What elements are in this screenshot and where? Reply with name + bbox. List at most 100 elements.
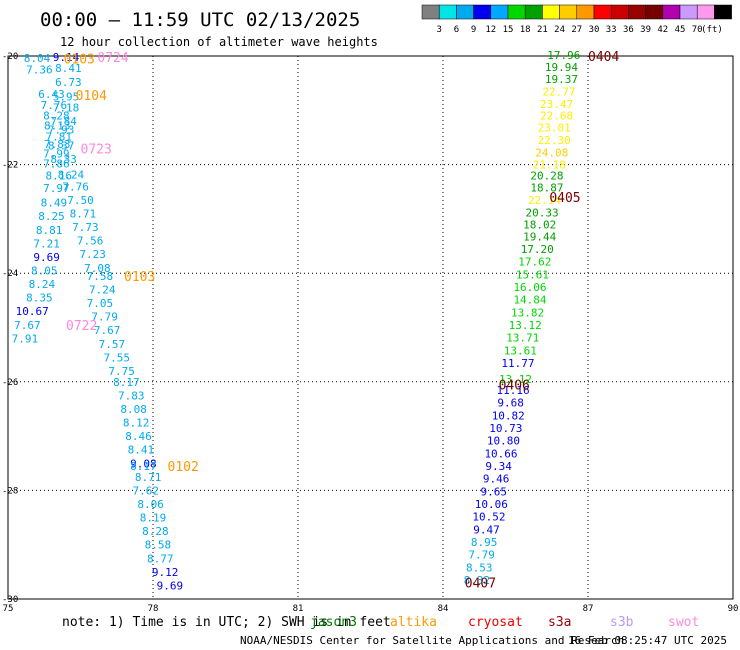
- swh-value-label: 7.36: [26, 64, 53, 77]
- swh-value-label: 13.12: [499, 373, 532, 386]
- swh-value-label: 7.21: [33, 237, 60, 250]
- swh-value-label: 8.28: [142, 525, 169, 538]
- legend-tick-label: 27: [571, 25, 582, 35]
- swh-value-label: 11.16: [497, 384, 530, 397]
- swh-value-label: 9.69: [157, 579, 184, 592]
- swh-value-label: 7.57: [99, 338, 126, 351]
- x-tick-label: 90: [728, 604, 739, 614]
- legend-color-box: [490, 4, 509, 20]
- swh-value-label: 8.46: [125, 430, 152, 443]
- legend-tick-label: 3: [436, 25, 441, 35]
- pass-labels: 0724010301040723010307220102040404050406…: [64, 50, 620, 592]
- swh-value-label: 6.73: [55, 76, 82, 89]
- swh-value-label: 10.73: [489, 422, 522, 435]
- swh-value-label: 22.30: [538, 134, 571, 147]
- swh-value-label: 19.94: [545, 61, 578, 74]
- pass-id-label: 0723: [81, 142, 112, 157]
- swh-value-label: 24.08: [535, 147, 568, 160]
- legend-tick-label: 70: [692, 25, 703, 35]
- swh-value-label: 22.77: [542, 85, 575, 98]
- pass-id-label: 0103: [124, 270, 155, 285]
- swh-value-label: 8.37: [48, 140, 75, 153]
- swh-value-label: 16.06: [513, 281, 546, 294]
- swh-value-label: 8.25: [38, 210, 65, 223]
- swh-value-label: 7.05: [87, 297, 114, 310]
- y-tick-label: -30: [2, 595, 18, 605]
- swh-value-label: 9.34: [485, 460, 512, 473]
- swh-value-label: 9.12: [152, 566, 179, 579]
- satellite-legend-item: cryosat: [468, 615, 523, 630]
- swh-value-label: 7.79: [91, 311, 118, 324]
- swh-value-label: 7.62: [133, 484, 160, 497]
- legend-color-box: [679, 4, 698, 20]
- swh-value-label: 8.35: [26, 292, 53, 305]
- swh-value-label: 8.19: [140, 512, 167, 525]
- swh-value-label: 15.61: [516, 268, 549, 281]
- pass-id-label: 0405: [549, 191, 580, 206]
- y-tick-label: -24: [2, 269, 18, 279]
- swh-value-label: 8.33: [50, 153, 77, 166]
- swh-value-label: 8.41: [128, 444, 155, 457]
- swh-value-label: 7.91: [12, 332, 39, 345]
- swh-value-label: 8.71: [135, 471, 162, 484]
- y-tick-label: -22: [2, 161, 18, 171]
- swh-value-label: 17.20: [521, 243, 554, 256]
- swh-value-label: 8.28: [43, 110, 70, 123]
- color-legend-labels: 3 6 9 12 15 18 21 24 27 30 33 36 39 42 45 70: [436, 25, 702, 35]
- legend-tick-label: 9: [471, 25, 476, 35]
- chart-title: 00:00 – 11:59 UTC 02/13/2025: [40, 9, 360, 31]
- swh-value-label: 7.81: [46, 130, 73, 143]
- swh-value-label: 10.82: [492, 409, 525, 422]
- swh-value-label: 20.28: [530, 169, 563, 182]
- swh-value-label: 10.66: [484, 447, 517, 460]
- y-tick-label: -28: [2, 486, 18, 496]
- axis-ticks: 75 78 81 84 87 90 -20 -22 -24 -26 -28 -30: [2, 52, 738, 614]
- pass-id-label: 0724: [97, 51, 128, 66]
- pass-id-label: 0407: [465, 577, 496, 592]
- legend-color-box: [524, 4, 543, 20]
- swh-value-label: 8.06: [137, 498, 164, 511]
- swh-value-label: 10.52: [472, 510, 505, 523]
- swh-value-label: 7.79: [468, 548, 495, 561]
- swh-value-label: 9.08: [130, 457, 157, 470]
- swh-value-label: 7.67: [94, 324, 121, 337]
- y-tick-label: -26: [2, 378, 18, 388]
- x-tick-label: 78: [148, 604, 159, 614]
- swh-value-label: 7.75: [108, 365, 135, 378]
- grid-lines: [8, 56, 733, 599]
- swh-value-label: 19.37: [545, 73, 578, 86]
- swh-value-label: 8.12: [123, 417, 150, 430]
- swh-value-label: 7.67: [14, 319, 41, 332]
- swh-value-label: 8.71: [70, 207, 97, 220]
- footer-timestamp: 16 Feb 08:25:47 UTC 2025: [568, 634, 727, 647]
- chart-subtitle: 12 hour collection of altimeter wave hei…: [60, 35, 378, 49]
- legend-tick-label: 21: [537, 25, 548, 35]
- plot-frame: [7, 55, 734, 600]
- pass-id-label: 0722: [66, 319, 97, 334]
- swh-value-label: 8.41: [55, 62, 82, 75]
- swh-value-label: 8.16: [46, 169, 73, 182]
- swh-value-label: 7.86: [43, 158, 70, 171]
- swh-value-label: 5.95: [53, 91, 80, 104]
- swh-value-label: 13.61: [504, 344, 537, 357]
- swh-value-label: 9.65: [481, 485, 508, 498]
- legend-tick-label: 12: [485, 25, 496, 35]
- legend-color-box: [542, 4, 560, 20]
- swh-value-label: 7.76: [41, 99, 68, 112]
- swh-value-label: 7.24: [89, 283, 116, 296]
- swh-value-label: 10.67: [16, 305, 49, 318]
- swh-value-label: 17.96: [547, 49, 580, 62]
- legend-tick-label: 18: [520, 25, 531, 35]
- swh-value-label: 7.76: [62, 180, 89, 193]
- legend-tick-label: 36: [623, 25, 634, 35]
- swh-value-label: 8.17: [113, 376, 140, 389]
- legend-color-box: [576, 4, 595, 20]
- swh-value-label: 8.53: [466, 562, 493, 575]
- swh-value-label: 7.73: [72, 221, 99, 234]
- swh-value-label: 8.81: [36, 224, 63, 237]
- legend-tick-label: 6: [454, 25, 459, 35]
- satellite-legend-item: jason3: [310, 615, 357, 630]
- pass-id-label: 0102: [168, 460, 199, 475]
- swh-value-label: 7.84: [50, 115, 77, 128]
